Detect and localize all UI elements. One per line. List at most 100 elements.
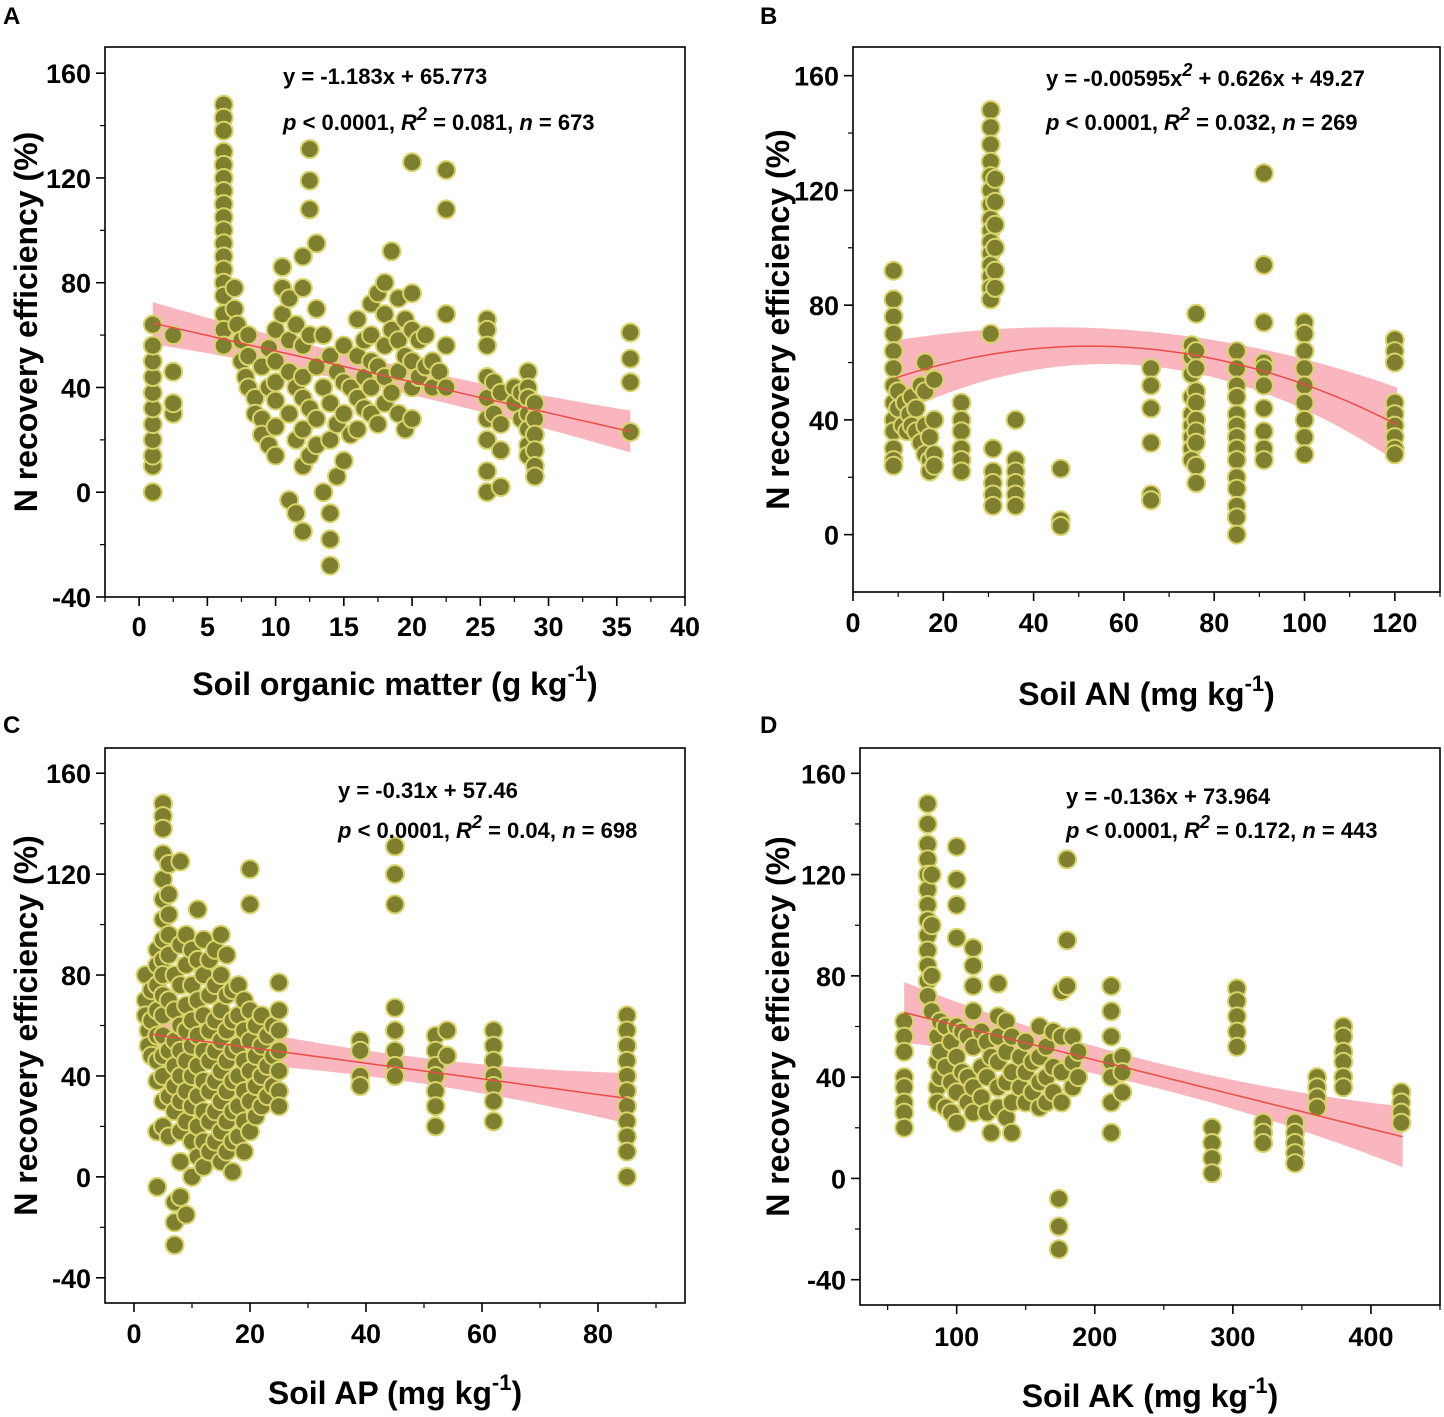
data-point (163, 325, 184, 346)
data-point (1294, 392, 1315, 413)
data-point (306, 408, 327, 429)
data-point (1294, 375, 1315, 396)
data-point (985, 168, 1006, 189)
panel-a: A -40 0 40 80 120 160 0 5 10 15 20 25 30 35 40 N recover… (3, 3, 700, 702)
y-axis-title: N recovery efficiency (%) (760, 836, 796, 1217)
data-point (1202, 1163, 1223, 1184)
data-point (222, 1161, 243, 1182)
x-tick-label: 400 (1348, 1322, 1393, 1352)
data-point (985, 191, 1006, 212)
data-point (490, 440, 511, 461)
data-point (299, 199, 320, 220)
y-tick-label: 80 (816, 962, 846, 992)
panel-letter: B (760, 3, 777, 30)
data-point (436, 160, 457, 181)
data-point (490, 414, 511, 435)
y-tick-label: 120 (46, 164, 91, 194)
data-point (946, 836, 967, 857)
data-point (917, 793, 938, 814)
data-point (306, 298, 327, 319)
stats-n-value: = 443 (1316, 818, 1378, 843)
x-axis-title-sup: -1 (567, 661, 587, 686)
equation-text: y = -1.183x + 65.773 (283, 64, 487, 89)
x-tick-label: 0 (845, 608, 860, 638)
regression-stats: p < 0.0001, R2 = 0.04, n = 698 (337, 812, 637, 843)
data-point (1384, 444, 1405, 465)
data-point (1294, 444, 1315, 465)
data-point (269, 1096, 289, 1117)
data-point (299, 139, 320, 160)
data-point (921, 965, 942, 986)
equation-text: y = -0.00595x (1046, 66, 1183, 91)
data-point (213, 120, 234, 141)
y-tick-label: 0 (76, 1163, 91, 1193)
data-point (946, 927, 967, 948)
y-tick-label: 0 (824, 521, 839, 551)
stats-n: n (1302, 818, 1315, 843)
stats-r2-sup: 2 (1179, 104, 1190, 124)
data-point (240, 894, 260, 915)
data-point (1051, 1092, 1072, 1113)
data-point (1226, 450, 1247, 471)
regression-equation: y = -0.00595x2 + 0.626x + 49.27 (1046, 60, 1365, 91)
data-point (883, 260, 904, 281)
data-point (269, 1000, 289, 1021)
data-point (350, 1040, 371, 1061)
data-point (402, 152, 423, 173)
data-point (1057, 930, 1078, 951)
stats-n-value: = 698 (576, 818, 638, 843)
x-tick-label: 0 (132, 612, 147, 642)
data-point (924, 369, 945, 390)
data-point (894, 1117, 915, 1138)
x-axis-title: Soil AP (mg kg-1) (268, 1370, 522, 1411)
data-point (1294, 409, 1315, 430)
data-point (1227, 1036, 1247, 1057)
data-point (1141, 432, 1161, 453)
data-point (279, 403, 300, 424)
data-point (1294, 323, 1315, 344)
data-point (170, 1187, 191, 1207)
data-point (1253, 1133, 1274, 1153)
data-point (1285, 1153, 1305, 1174)
x-axis-title-text: Soil organic matter (g kg (192, 666, 567, 702)
stats-p: p (1045, 110, 1059, 135)
x-tick-label: 30 (534, 612, 564, 642)
data-point (985, 237, 1006, 258)
data-point (1226, 386, 1247, 407)
data-point (919, 427, 940, 448)
data-point (985, 277, 1006, 298)
data-point (1186, 392, 1207, 413)
data-point (980, 117, 1001, 138)
regression-stats: p < 0.0001, R2 = 0.081, n = 673 (282, 104, 595, 135)
data-point (320, 555, 341, 576)
data-point (980, 323, 1001, 344)
data-point (1050, 458, 1071, 479)
regression-stats: p < 0.0001, R2 = 0.172, n = 443 (1065, 812, 1378, 843)
data-point (211, 924, 231, 945)
stats-p: p (337, 818, 351, 843)
data-point (1226, 341, 1247, 362)
data-point (147, 1177, 168, 1197)
data-point (477, 335, 498, 356)
data-point (436, 335, 457, 356)
data-point (946, 1112, 967, 1133)
data-point (153, 818, 173, 839)
stats-p: p (282, 110, 296, 135)
y-axis-title: N recovery efficiency (%) (760, 129, 796, 510)
stats-p-value: < 0.0001, (296, 110, 401, 135)
data-point (1226, 507, 1247, 528)
data-point (163, 393, 184, 414)
data-point (333, 450, 354, 471)
stats-r2: R (1164, 110, 1180, 135)
data-point (142, 335, 163, 356)
data-point (985, 260, 1006, 281)
data-point (1294, 358, 1315, 379)
data-point (483, 1091, 504, 1112)
stats-r2: R (401, 110, 417, 135)
data-point (1253, 358, 1274, 379)
y-tick-label: 0 (831, 1164, 846, 1194)
data-point (1141, 358, 1161, 379)
data-point (477, 429, 498, 450)
data-point (299, 170, 320, 191)
